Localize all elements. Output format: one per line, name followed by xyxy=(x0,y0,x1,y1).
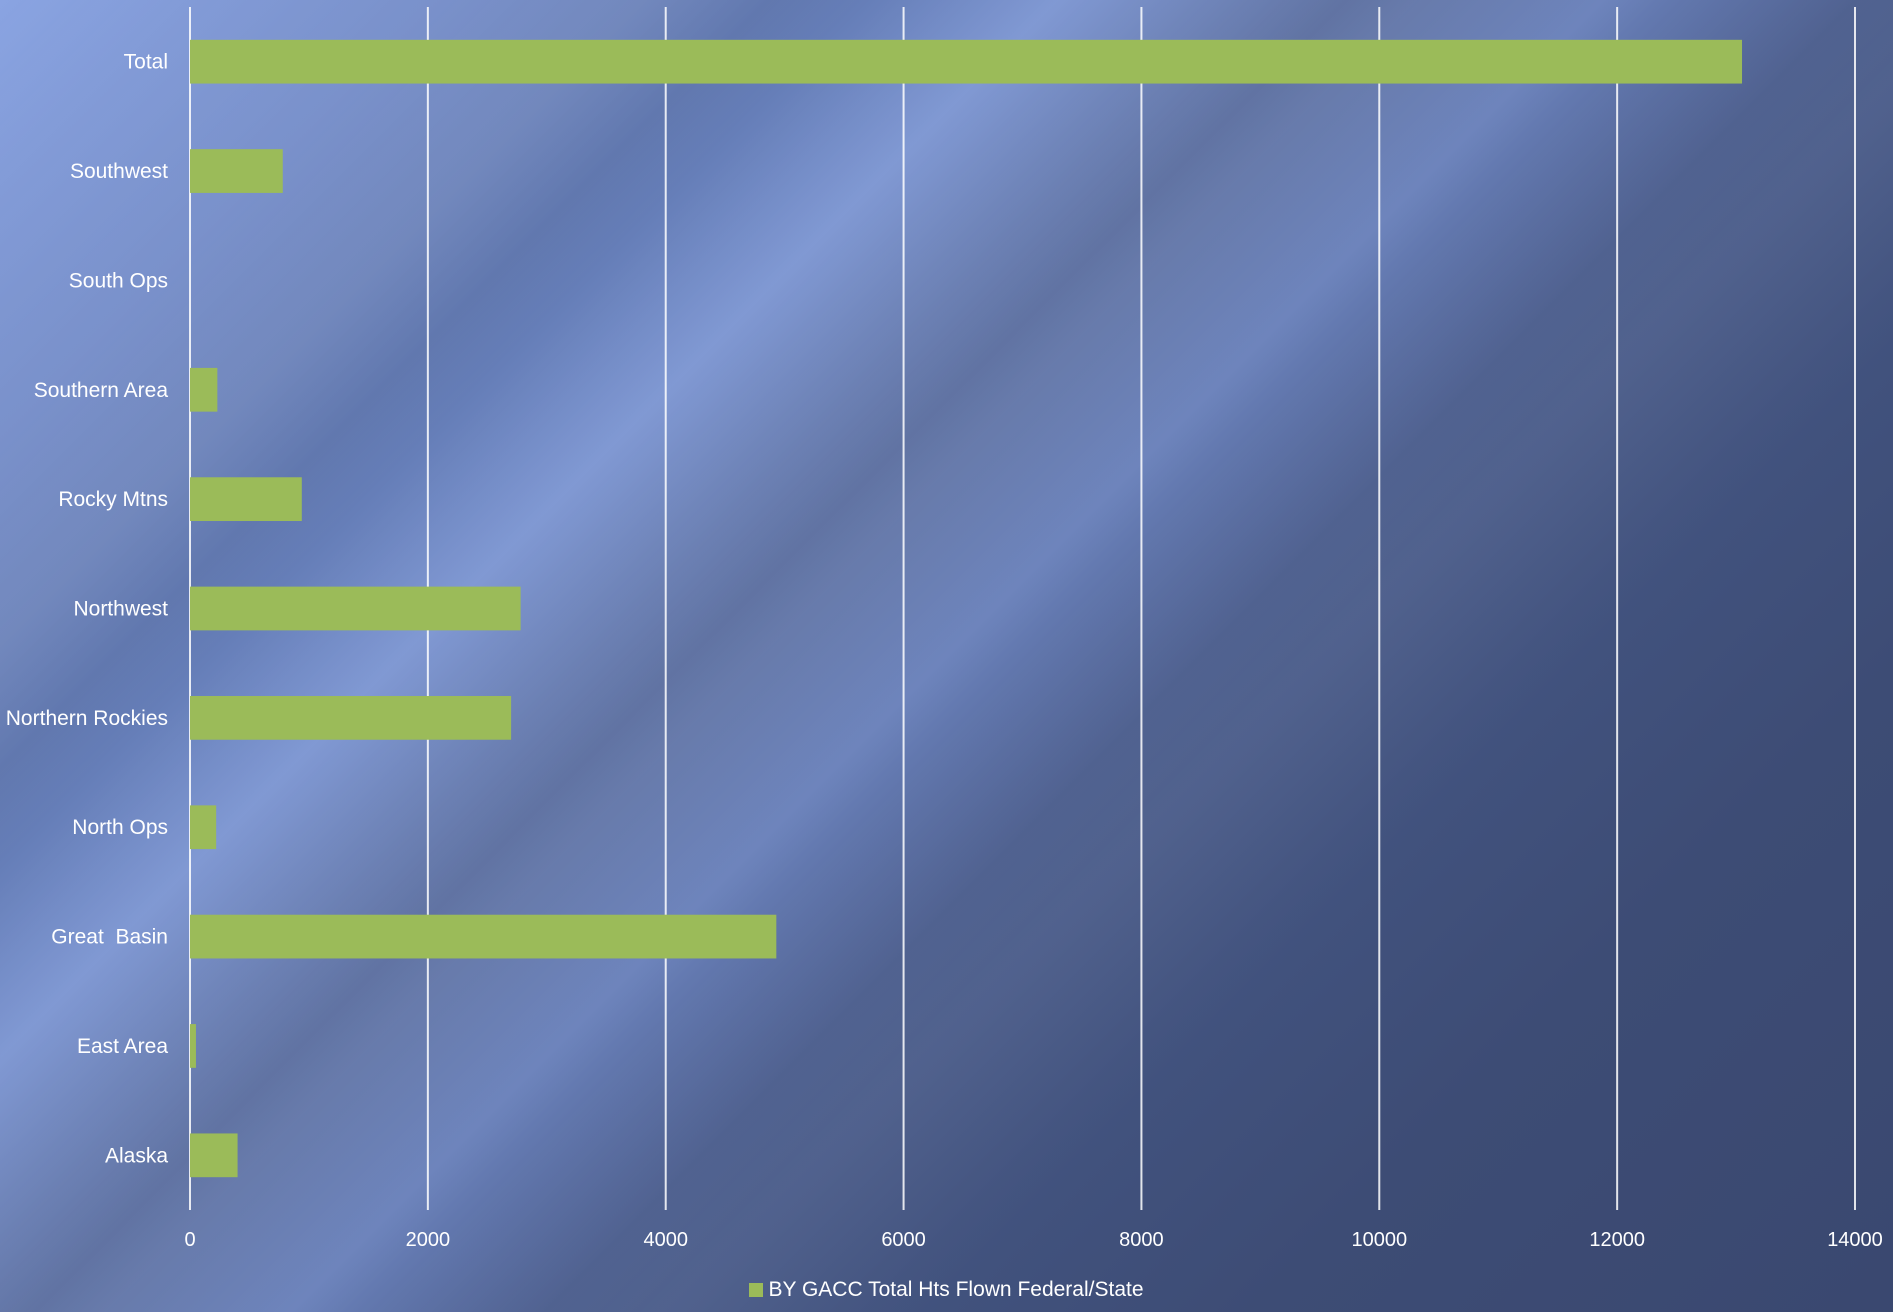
category-label-alaska: Alaska xyxy=(105,1144,168,1167)
bar-east-area xyxy=(190,1024,196,1068)
category-label-north-ops: North Ops xyxy=(72,816,168,839)
bars xyxy=(190,39,1743,1178)
category-label-east-area: East Area xyxy=(77,1035,168,1058)
legend: BY GACC Total Hts Flown Federal/State xyxy=(0,1278,1893,1302)
x-tick-label: 2000 xyxy=(406,1229,451,1251)
x-tick-label: 4000 xyxy=(643,1229,688,1251)
x-tick-label: 0 xyxy=(184,1229,195,1251)
bar-rocky-mtns xyxy=(190,477,302,522)
gridlines xyxy=(189,7,1856,1210)
bar-total xyxy=(190,39,1743,84)
category-label-northern-rockies: Northern Rockies xyxy=(6,707,168,730)
bar-northwest xyxy=(190,586,521,631)
category-label-rocky-mtns: Rocky Mtns xyxy=(58,488,168,511)
x-tick-label: 12000 xyxy=(1589,1229,1645,1251)
legend-swatch xyxy=(749,1283,764,1297)
bar-northern-rockies xyxy=(190,695,512,740)
category-label-northwest: Northwest xyxy=(73,598,168,621)
bar-great-basin xyxy=(190,914,777,959)
x-tick-label: 8000 xyxy=(1119,1229,1164,1251)
category-label-great-basin: Great Basin xyxy=(51,926,168,949)
category-axis-labels: Alaska East Area Great Basin North Ops North… xyxy=(6,51,169,1168)
category-label-total: Total xyxy=(124,51,168,74)
value-axis-labels: 0 2000 4000 6000 8000 10000 12000 14000 xyxy=(184,1229,1882,1251)
category-label-south-ops: South Ops xyxy=(69,269,168,292)
bar-southern-area xyxy=(190,367,218,412)
bar-southwest xyxy=(190,149,283,193)
x-tick-label: 10000 xyxy=(1351,1229,1407,1251)
x-tick-label: 14000 xyxy=(1827,1229,1883,1251)
legend-label: BY GACC Total Hts Flown Federal/State xyxy=(768,1278,1144,1301)
bar-north-ops xyxy=(190,805,217,850)
category-label-southern-area: Southern Area xyxy=(34,379,169,402)
category-label-southwest: Southwest xyxy=(70,160,168,183)
x-tick-label: 6000 xyxy=(881,1229,926,1251)
bar-alaska xyxy=(190,1133,238,1178)
